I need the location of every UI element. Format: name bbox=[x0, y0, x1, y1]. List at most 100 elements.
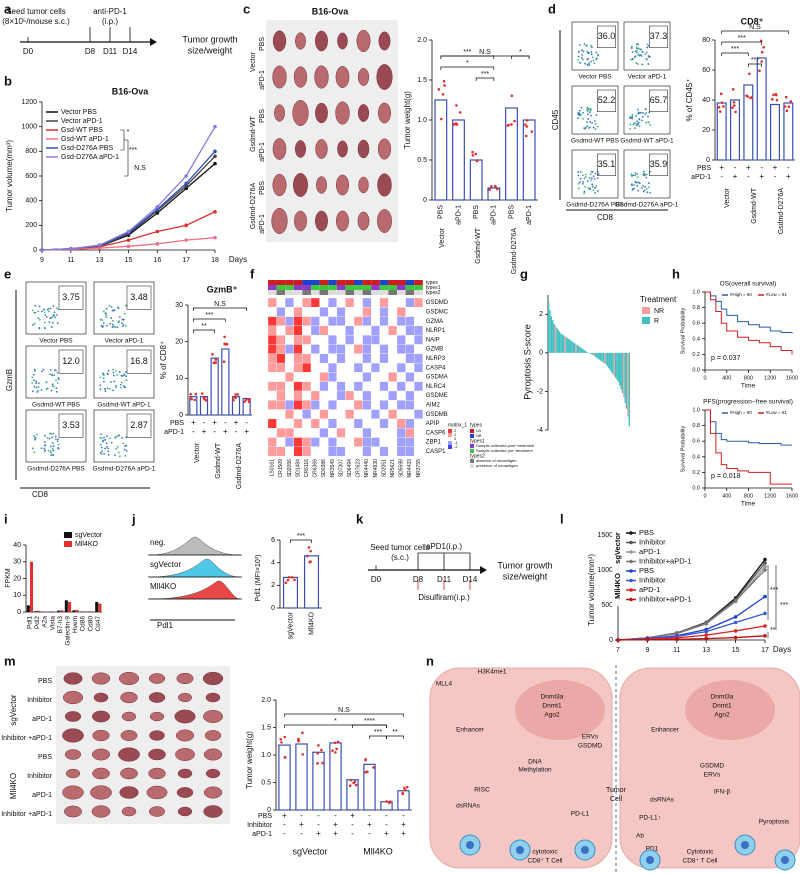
bar bbox=[98, 603, 102, 612]
flow-event bbox=[580, 106, 583, 109]
bar bbox=[586, 351, 588, 353]
annotation-cell bbox=[414, 285, 423, 290]
tumor bbox=[356, 29, 371, 53]
flow-event bbox=[56, 382, 59, 384]
flow-event bbox=[42, 368, 45, 371]
heat-cell bbox=[345, 297, 355, 308]
legend-marker bbox=[629, 531, 633, 535]
flow-event bbox=[645, 188, 648, 190]
tumor bbox=[314, 65, 329, 89]
bar bbox=[80, 611, 84, 612]
dot bbox=[437, 88, 441, 91]
bar bbox=[554, 325, 557, 353]
flow-event bbox=[99, 437, 102, 439]
flow-event bbox=[100, 446, 103, 449]
heat-cell bbox=[388, 372, 398, 382]
annotation-cell bbox=[268, 285, 277, 290]
flow-event bbox=[635, 62, 638, 65]
flow-event bbox=[122, 442, 125, 445]
tumor bbox=[335, 66, 350, 88]
tumor bbox=[294, 140, 307, 158]
legend-label: Gsd-D276A aPD-1 bbox=[61, 154, 119, 161]
sign: + bbox=[333, 829, 338, 838]
dot bbox=[203, 395, 207, 399]
point bbox=[213, 209, 217, 214]
flow-event bbox=[120, 322, 123, 325]
flow-event bbox=[40, 370, 43, 373]
flow-event bbox=[122, 323, 125, 326]
heat-cell bbox=[371, 316, 380, 327]
bar bbox=[624, 352, 626, 403]
flow-event bbox=[51, 384, 54, 387]
point bbox=[213, 161, 217, 166]
sign-row-name: Inhibitor bbox=[247, 822, 273, 829]
day-label: D11 bbox=[437, 575, 452, 584]
y-tick-label: 0.8 bbox=[692, 423, 700, 429]
y-tick-label: 1.0 bbox=[417, 117, 427, 124]
tumor bbox=[118, 671, 140, 686]
x-tick-label: 17 bbox=[761, 647, 769, 654]
sign: - bbox=[402, 811, 405, 820]
gate bbox=[126, 413, 152, 438]
flow-caption: Gsdmd-D276A aPD-1 bbox=[93, 466, 156, 473]
bar bbox=[397, 790, 410, 811]
tumor bbox=[378, 102, 391, 124]
heat-cell bbox=[362, 307, 372, 317]
label: % of CD45⁺ bbox=[685, 79, 694, 122]
diagram-label: Dnmt1 bbox=[712, 703, 732, 710]
annotation-cell bbox=[379, 290, 389, 295]
flow-plot bbox=[93, 345, 155, 399]
heat-cell bbox=[328, 437, 337, 447]
flow-event bbox=[588, 127, 590, 129]
heat-cell bbox=[302, 381, 312, 392]
bar bbox=[616, 352, 618, 380]
heat-cell bbox=[353, 446, 363, 457]
dot bbox=[510, 123, 513, 126]
label: Inhibitor bbox=[27, 773, 53, 780]
flow-event bbox=[117, 321, 120, 324]
annotation-cell bbox=[362, 290, 372, 295]
flow-event bbox=[116, 445, 119, 448]
heat-cell bbox=[276, 446, 286, 457]
flow-event bbox=[583, 192, 585, 195]
label: aPD-1 bbox=[259, 142, 266, 162]
flow-event bbox=[33, 311, 36, 314]
flow-event bbox=[33, 369, 36, 372]
sign: - bbox=[385, 811, 388, 820]
heat-cell bbox=[371, 446, 380, 457]
heat-cell bbox=[285, 437, 294, 447]
flow-event bbox=[52, 305, 55, 307]
heat-cell bbox=[293, 446, 303, 457]
point bbox=[763, 594, 767, 599]
flow-event bbox=[99, 376, 102, 379]
label: neg. bbox=[150, 538, 166, 547]
label: NB bbox=[476, 433, 482, 438]
y-tick-label: 800 bbox=[25, 148, 37, 155]
heat-cell bbox=[371, 344, 380, 354]
significance-bracket bbox=[192, 318, 226, 322]
significance-bracket bbox=[511, 55, 530, 59]
flow-event bbox=[583, 43, 586, 45]
tumor bbox=[177, 768, 193, 779]
y-tick-label: 2 bbox=[539, 311, 543, 318]
heat-cell bbox=[405, 362, 415, 373]
label: Inhibitor+aPD-1 bbox=[639, 594, 691, 603]
tumor bbox=[118, 747, 140, 762]
flow-event bbox=[581, 182, 584, 185]
flow-event bbox=[578, 112, 581, 115]
tumor bbox=[148, 692, 166, 703]
point bbox=[126, 244, 131, 249]
heat-cell bbox=[353, 418, 363, 429]
x-tick-label: 18 bbox=[211, 257, 219, 264]
tumor bbox=[62, 728, 84, 743]
tumor bbox=[376, 64, 393, 90]
heat-cell bbox=[353, 325, 363, 336]
dot bbox=[789, 100, 793, 103]
flow-event bbox=[585, 176, 587, 178]
tumor bbox=[315, 30, 328, 52]
heat-cell bbox=[336, 437, 346, 447]
heat-cell bbox=[328, 344, 337, 354]
heat-cell bbox=[310, 316, 320, 327]
gate-value: 3.53 bbox=[62, 420, 80, 430]
